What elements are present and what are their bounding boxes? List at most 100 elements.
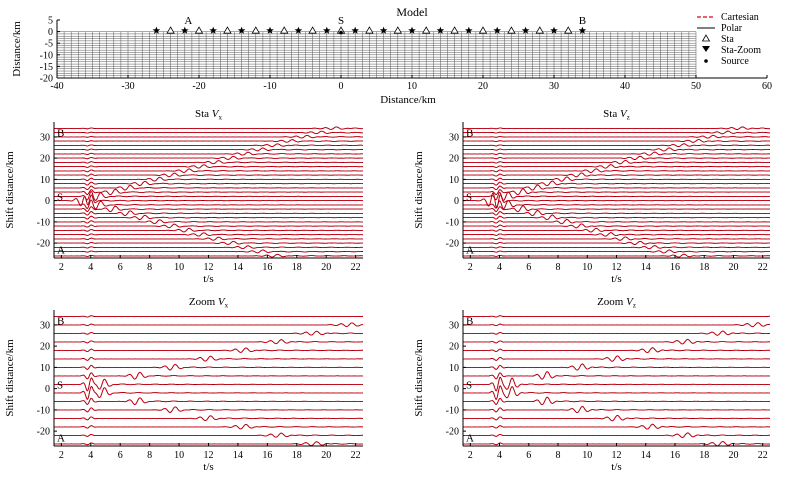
- cartesian-trace: [54, 371, 363, 380]
- model-annotation-a: A: [184, 15, 192, 27]
- cartesian-trace: [54, 347, 363, 353]
- sta_vz-xlabel: t/s: [611, 273, 621, 285]
- polar-trace: [54, 130, 363, 135]
- sta-zoom-marker: [266, 26, 274, 34]
- cartesian-trace: [463, 184, 770, 191]
- cartesian-trace: [54, 406, 363, 413]
- cartesian-trace: [463, 130, 771, 135]
- zoom_vx-ytick-label: 0: [45, 384, 50, 395]
- cartesian-trace: [54, 241, 363, 245]
- cartesian-trace: [54, 397, 363, 405]
- cartesian-trace: [463, 188, 770, 196]
- cartesian-trace: [54, 205, 363, 213]
- sta-marker: [564, 26, 573, 34]
- zoom_vx-xtick-label: 18: [292, 450, 302, 461]
- sta-marker: [194, 26, 204, 34]
- model-title: Model: [396, 5, 428, 19]
- sta-marker: [393, 26, 402, 34]
- zoom_vz-xtick-label: 4: [497, 450, 502, 461]
- model-xtick-label: 40: [620, 81, 630, 92]
- zoom_vz-xtick-label: 6: [526, 450, 531, 461]
- cartesian-trace: [463, 134, 770, 139]
- model-xtick-label: 50: [691, 81, 701, 92]
- zoom_vz-ylabel: Shift distance/km: [413, 339, 425, 417]
- cartesian-trace: [54, 245, 363, 250]
- cartesian-trace: [54, 363, 363, 371]
- sta_vx-xtick-label: 18: [292, 262, 302, 273]
- sta_vz-xtick-label: 22: [758, 262, 768, 273]
- sta_vz-xtick-label: 16: [670, 262, 680, 273]
- zoom_vx-xtick-label: 22: [351, 450, 361, 461]
- sta_vx-ytick-label: 30: [40, 132, 50, 143]
- polar-trace: [54, 347, 363, 353]
- cartesian-trace: [463, 441, 770, 447]
- cartesian-trace: [54, 386, 363, 400]
- sta-zoom-marker: [578, 26, 587, 34]
- cartesian-trace: [463, 414, 770, 422]
- cartesian-trace: [463, 406, 770, 414]
- sta_vx-label-b: B: [57, 128, 64, 140]
- sta-marker: [535, 26, 544, 34]
- sta_vz-traces: [463, 126, 771, 258]
- zoom_vx-panel: Zoom Vx -20 -10 0 10 20 30 2 4 6 8 10 12 14 16 18 20 22 t/…: [4, 296, 364, 473]
- cartesian-trace: [463, 151, 770, 156]
- zoom_vz-xtick-label: 14: [641, 450, 651, 461]
- cartesian-trace: [463, 363, 770, 371]
- zoom_vz-ytick-label: 20: [449, 342, 459, 353]
- zoom_vx-ylabel: Shift distance/km: [4, 339, 16, 417]
- cartesian-trace: [54, 184, 363, 191]
- sta-zoom-marker: [152, 26, 161, 34]
- cartesian-trace: [463, 330, 770, 336]
- sta-marker: [223, 26, 232, 34]
- polar-trace: [463, 385, 770, 400]
- sta-zoom-marker: [465, 26, 473, 34]
- sta-zoom-marker: [493, 26, 501, 34]
- zoom_vx-ytick-label: -10: [37, 405, 50, 416]
- polar-trace: [463, 347, 770, 354]
- sta_vx-xtick-label: 12: [204, 262, 214, 273]
- model-xtick-label: 10: [407, 81, 417, 92]
- cartesian-trace: [54, 322, 363, 327]
- cartesian-trace: [54, 228, 363, 233]
- polar-trace: [463, 423, 770, 430]
- sta-zoom-marker: [379, 26, 388, 34]
- polar-trace: [54, 330, 363, 336]
- cartesian-trace: [463, 219, 770, 225]
- sta_vx-xtick-label: 22: [351, 262, 361, 273]
- sta_vz-panel: Sta Vz -20 -10 0 10 20 30 2 4 6 8 10 12 14 16 18 20 22 t/s…: [413, 108, 771, 285]
- cartesian-trace: [463, 191, 770, 201]
- zoom_vz-xtick-label: 20: [728, 450, 738, 461]
- model-xtick-label: 0: [339, 81, 344, 92]
- cartesian-trace: [463, 205, 770, 213]
- sta_vz-ylabel: Shift distance/km: [413, 151, 425, 229]
- model-annotation-s: S: [338, 15, 344, 27]
- sta-zoom-marker: [550, 26, 558, 34]
- model-ytick-label: 5: [48, 16, 53, 27]
- zoom_vz-panel: Zoom Vz -20 -10 0 10 20 30 2 4 6 8 10 12 14 16 18 20 22 t/…: [413, 296, 771, 473]
- cartesian-trace: [463, 227, 770, 233]
- polar-trace: [463, 180, 770, 187]
- model-ytick-label: -20: [40, 74, 53, 85]
- sta_vx-xtick-label: 2: [59, 262, 64, 273]
- cartesian-trace: [463, 232, 770, 237]
- zoom_vx-ytick-label: 30: [40, 320, 50, 331]
- cartesian-trace: [54, 147, 363, 152]
- cartesian-trace: [463, 160, 770, 165]
- cartesian-trace: [54, 330, 363, 336]
- cartesian-trace: [463, 210, 770, 217]
- sta-marker: [308, 26, 317, 34]
- zoom_vz-ytick-label: -10: [446, 405, 459, 416]
- cartesian-trace: [463, 371, 770, 380]
- sta-zoom-marker: [323, 26, 331, 34]
- cartesian-trace: [463, 245, 770, 250]
- cartesian-trace: [463, 236, 770, 241]
- zoom_vx-label-b: B: [57, 316, 64, 328]
- cartesian-trace: [463, 126, 770, 130]
- polar-trace: [54, 214, 363, 220]
- sta_vz-ytick-label: -20: [446, 239, 459, 250]
- cartesian-trace: [54, 377, 363, 392]
- legend-label-sta: Sta: [721, 34, 734, 45]
- cartesian-trace: [54, 151, 363, 156]
- cartesian-trace: [54, 219, 363, 225]
